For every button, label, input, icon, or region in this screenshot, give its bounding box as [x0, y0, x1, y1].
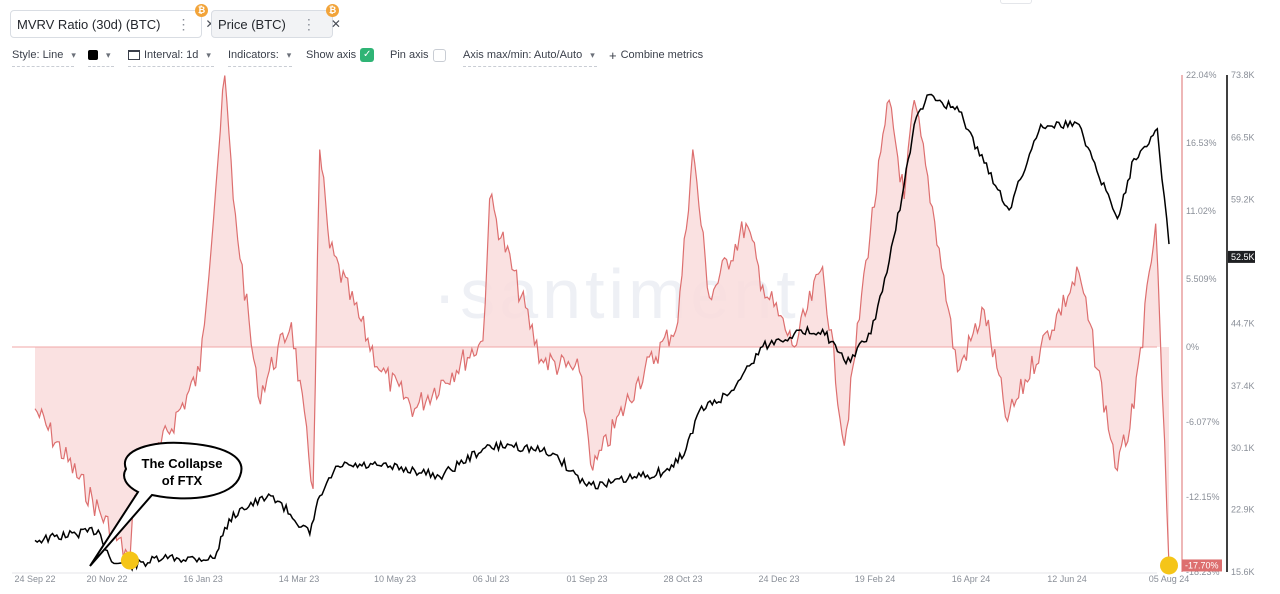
price-tick-label: 66.5K [1231, 132, 1255, 142]
checkbox-unchecked-icon[interactable] [432, 48, 446, 62]
color-swatch [88, 50, 98, 60]
x-tick-label: 24 Sep 22 [14, 574, 55, 584]
metric-tabs: MVRV Ratio (30d) (BTC) ⋮ ✕ ₿ Price (BTC)… [0, 0, 1280, 40]
price-tick-label: 30.1K [1231, 443, 1255, 453]
chart-toolbar: Style: Line ▾ ▾ Interval: 1d ▾ Indicators:… [0, 44, 1280, 68]
axis-maxmin-select[interactable]: Axis max/min: Auto/Auto ▾ [463, 44, 597, 67]
x-tick-label: 16 Jan 23 [183, 574, 223, 584]
close-icon[interactable]: ✕ [198, 17, 224, 31]
ftx-callout: The Collapse of FTX [89, 441, 243, 567]
indicators-label: Indicators: [228, 49, 279, 61]
x-tick-label: 12 Jun 24 [1047, 574, 1087, 584]
x-tick-label: 06 Jul 23 [473, 574, 510, 584]
calendar-icon [128, 50, 140, 60]
indicators-select[interactable]: Indicators: ▾ [228, 44, 292, 67]
close-icon[interactable]: ✕ [330, 17, 341, 31]
mvrv-tick-label: 22.04% [1186, 70, 1217, 80]
x-tick-label: 20 Nov 22 [86, 574, 127, 584]
kebab-menu-icon[interactable]: ⋮ [176, 15, 191, 32]
x-tick-label: 28 Oct 23 [663, 574, 702, 584]
mvrv-tick-label: -6.077% [1186, 417, 1220, 427]
tab-mvrv[interactable]: MVRV Ratio (30d) (BTC) ⋮ ✕ ₿ [10, 4, 216, 38]
price-tick-label: 15.6K [1231, 567, 1255, 577]
callout-line-1: The Collapse [142, 456, 223, 471]
color-select[interactable]: ▾ [88, 44, 114, 67]
callout-bubble [89, 441, 243, 567]
price-tick-label: 44.7K [1231, 319, 1255, 329]
mvrv-line [34, 75, 1170, 566]
highlight-marker [120, 551, 139, 570]
chevron-down-icon: ▾ [71, 49, 76, 60]
highlight-markers [120, 551, 1178, 575]
mvrv-area [35, 75, 1169, 566]
interval-select-label: Interval: 1d [144, 49, 199, 61]
pin-axis-toggle[interactable]: Pin axis [390, 44, 450, 66]
mvrv-tick-label: 11.02% [1186, 206, 1216, 216]
tab-price[interactable]: Price (BTC) ⋮ ✕ ₿ [211, 4, 341, 38]
mvrv-tick-label: 0% [1186, 342, 1199, 352]
price-line [34, 93, 1170, 572]
last-mvrv-label: -17.70% [1185, 560, 1219, 570]
style-select[interactable]: Style: Line ▾ [12, 44, 76, 67]
axis-maxmin-label: Axis max/min: Auto/Auto [463, 49, 583, 61]
checkbox-checked-icon[interactable]: ✓ [360, 48, 375, 62]
chevron-down-icon: ▾ [106, 49, 111, 60]
combine-metrics-button[interactable]: + Combine metrics [609, 44, 705, 66]
mvrv-tick-label: -12.15% [1186, 492, 1220, 502]
x-tick-label: 01 Sep 23 [566, 574, 607, 584]
price-tick-label: 37.4K [1231, 381, 1255, 391]
plot-layer: 24 Sep 22 20 Nov 22 16 Jan 23 14 Mar 23 10 M… [12, 70, 1255, 584]
last-price-badge [1228, 250, 1255, 263]
x-tick-label: 14 Mar 23 [279, 574, 320, 584]
style-select-label: Style: Line [12, 49, 64, 61]
x-tick-label: 24 Dec 23 [758, 574, 799, 584]
kebab-menu-icon[interactable]: ⋮ [301, 15, 316, 32]
price-tick-label: 59.2K [1231, 195, 1255, 205]
mvrv-tick-label: -18.23% [1186, 567, 1220, 577]
x-tick-label: 05 Aug 24 [1149, 574, 1190, 584]
price-tick-label: 22.9K [1231, 505, 1255, 515]
last-mvrv-badge [1182, 559, 1222, 572]
collapsed-panel-tab[interactable] [1000, 0, 1032, 4]
mvrv-tick-label: 16.53% [1186, 138, 1217, 148]
show-axis-toggle[interactable]: Show axis ✓ [306, 44, 378, 66]
last-price-label: 52.5K [1231, 252, 1255, 262]
chevron-down-icon: ▾ [286, 49, 292, 60]
highlight-marker [1160, 556, 1178, 575]
interval-select[interactable]: Interval: 1d ▾ [128, 44, 214, 67]
price-tick-label: 73.8K [1231, 70, 1255, 80]
x-tick-label: 19 Feb 24 [855, 574, 896, 584]
pin-axis-label: Pin axis [390, 49, 429, 61]
x-tick-label: 16 Apr 24 [952, 574, 991, 584]
combine-metrics-label: Combine metrics [620, 49, 704, 61]
bitcoin-icon: ₿ [195, 4, 208, 17]
tab-price-label: Price (BTC) [218, 16, 286, 32]
mvrv-tick-label: 5.509% [1186, 274, 1217, 284]
x-tick-label: 10 May 23 [374, 574, 416, 584]
chevron-down-icon: ▾ [590, 49, 595, 60]
show-axis-label: Show axis [306, 49, 357, 61]
bitcoin-icon: ₿ [326, 4, 339, 17]
tab-mvrv-label: MVRV Ratio (30d) (BTC) [17, 16, 161, 32]
plus-icon: + [609, 47, 617, 63]
callout-line-2: of FTX [162, 473, 203, 488]
chevron-down-icon: ▾ [206, 49, 211, 60]
